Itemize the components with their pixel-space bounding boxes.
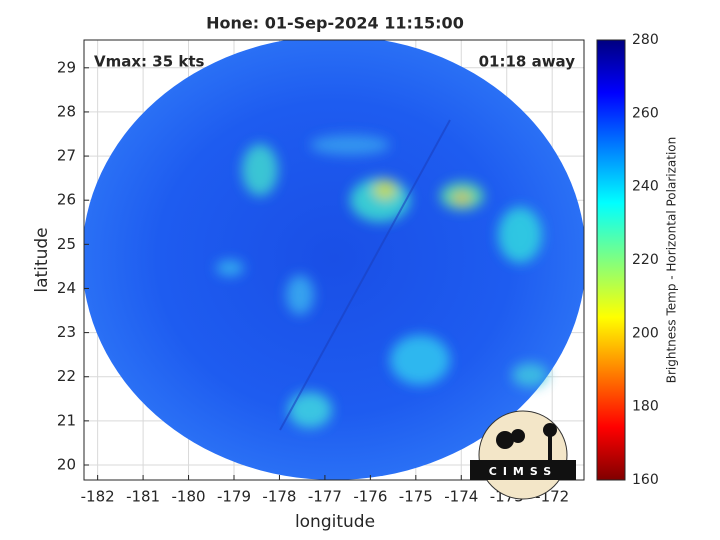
x-tick-label: -182: [81, 488, 115, 506]
x-tick-label: -180: [172, 488, 206, 506]
logo: CIMSS: [470, 410, 576, 500]
colorbar-tick-label: 220: [632, 252, 659, 268]
x-tick-label: -177: [308, 488, 342, 506]
y-tick-label: 26: [57, 191, 76, 209]
x-tick-label: -178: [262, 488, 296, 506]
y-tick-label: 25: [57, 235, 76, 253]
colorbar-tick-label: 280: [632, 32, 659, 48]
x-tick-label: -174: [444, 488, 478, 506]
x-axis-label: longitude: [295, 512, 375, 532]
colorbar-tick-label: 260: [632, 105, 659, 121]
y-tick-label: 28: [57, 102, 76, 120]
annotation: 01:18 away: [479, 53, 576, 71]
x-tick-label: -181: [126, 488, 160, 506]
axes: -182 -181 -180 -179 -178 -177 -176 -175 -174 -173…: [57, 32, 659, 506]
logo-text: CIMSS: [489, 465, 557, 478]
imagery: [84, 40, 584, 480]
chart-title: Hone: 01-Sep-2024 11:15:00: [206, 14, 464, 33]
colorbar-tick-label: 200: [632, 325, 659, 341]
x-tick-label: -176: [353, 488, 387, 506]
y-tick-label: 22: [57, 367, 76, 385]
colorbar-tick-label: 240: [632, 179, 659, 195]
y-tick-label: 24: [57, 279, 76, 297]
y-tick-label: 23: [57, 323, 76, 341]
y-tick-label: 21: [57, 411, 76, 429]
colorbar-tick-label: 180: [632, 399, 659, 415]
colorbar: [596, 39, 626, 481]
x-tick-label: -175: [399, 488, 433, 506]
y-tick-label: 27: [57, 147, 76, 165]
y-tick-label: 29: [57, 58, 76, 76]
colorbar-tick-label: 160: [632, 472, 659, 488]
colorbar-label: Brightness Temp - Horizontal Polarizatio…: [665, 137, 679, 384]
annotation: Vmax: 35 kts: [94, 53, 204, 71]
y-axis-label: latitude: [32, 227, 52, 292]
y-tick-label: 20: [57, 455, 76, 473]
x-tick-label: -179: [217, 488, 251, 506]
